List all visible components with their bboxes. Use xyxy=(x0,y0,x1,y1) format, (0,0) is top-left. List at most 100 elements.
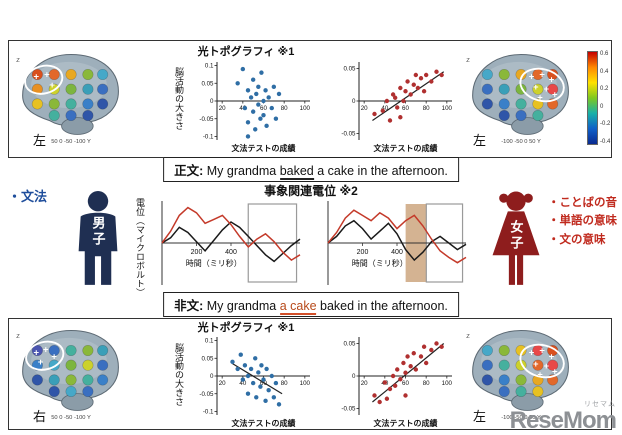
svg-text:+: + xyxy=(43,344,49,355)
boy-silhouette: 男子 xyxy=(50,190,146,292)
svg-text:-0.1: -0.1 xyxy=(203,409,214,416)
svg-text:+: + xyxy=(552,89,558,100)
svg-text:40: 40 xyxy=(381,105,388,112)
svg-text:Z: Z xyxy=(466,58,470,64)
scatter-chart-boys-incorrect: 0.1 0.05 0 -0.05 -0.1 20 40 60 80 100 文法テストの成績 xyxy=(199,337,311,428)
svg-text:-0.05: -0.05 xyxy=(199,116,214,123)
svg-text:Z: Z xyxy=(466,334,470,340)
svg-text:0.05: 0.05 xyxy=(343,341,356,348)
legend-grammar: ・文法 xyxy=(8,189,48,204)
underlined-word: a cake xyxy=(279,299,317,315)
brain-map-bottom-right-box: + + + + + + + Z -100 -50 0 50 Y 左 xyxy=(461,321,581,427)
svg-text:+: + xyxy=(537,93,543,104)
svg-text:+: + xyxy=(537,370,543,381)
svg-text:0.05: 0.05 xyxy=(201,80,214,87)
erp-chart-right: 200 400 時間（ミリ秒） xyxy=(327,201,467,285)
svg-text:-100 -50 0 50 Y: -100 -50 0 50 Y xyxy=(501,415,541,421)
svg-text:60: 60 xyxy=(402,380,409,387)
svg-text:+: + xyxy=(51,352,57,363)
svg-text:-0.05: -0.05 xyxy=(341,131,356,138)
brain-side-label: 左 xyxy=(473,409,487,424)
svg-text:+: + xyxy=(44,69,50,80)
resemom-watermark: リセマム ReseMom xyxy=(509,401,617,434)
colorbar-gradient xyxy=(587,51,598,145)
svg-text:+: + xyxy=(539,69,545,80)
boy-figure-icon xyxy=(78,191,118,285)
svg-text:時間（ミリ秒）: 時間（ミリ秒） xyxy=(186,258,242,268)
girl-label: 女子 xyxy=(508,220,524,252)
svg-text:時間（ミリ秒）: 時間（ミリ秒） xyxy=(352,258,408,268)
svg-text:60: 60 xyxy=(402,105,409,112)
svg-text:80: 80 xyxy=(423,105,430,112)
brain-side-label: 右 xyxy=(33,409,47,424)
topography-title: 光トポグラフィ ※1 xyxy=(197,46,295,58)
svg-text:20: 20 xyxy=(219,380,226,387)
topography-title: 光トポグラフィ ※1 xyxy=(197,322,295,334)
svg-text:0: 0 xyxy=(352,373,356,380)
brain-map-icon: + ++Z50 0 -50 -100 Y xyxy=(16,53,119,145)
watermark-name: ReseMom xyxy=(509,407,617,434)
svg-text:200: 200 xyxy=(357,249,369,256)
erp-ylabel: 電位（マイクロボルト） xyxy=(135,198,145,297)
svg-text:80: 80 xyxy=(423,380,430,387)
scatter-block-boys-incorrect: 光トポグラフィ ※1 脳活動の大きさ 0.1 0.05 0 -0.05 -0.1 20 40… xyxy=(171,319,321,429)
svg-text:60: 60 xyxy=(260,105,267,112)
scatter-chart-girls-correct: 0.05 0 -0.05 20 40 60 80 100 文法テストの成績 xyxy=(341,62,453,153)
svg-text:50 0 -50 -100 Y: 50 0 -50 -100 Y xyxy=(51,415,91,421)
svg-text:-0.05: -0.05 xyxy=(341,406,356,413)
svg-text:+: + xyxy=(529,72,535,83)
svg-text:+: + xyxy=(533,359,539,370)
svg-text:+: + xyxy=(34,348,40,359)
svg-text:0.1: 0.1 xyxy=(205,63,214,70)
incorrect-sentence: 非文: My grandma a cake baked in the after… xyxy=(163,292,459,317)
svg-text:文法テストの成績: 文法テストの成績 xyxy=(374,143,438,153)
sentence-label: 非文: xyxy=(174,299,204,313)
svg-text:+: + xyxy=(552,366,558,377)
svg-text:100: 100 xyxy=(442,380,453,387)
svg-text:0: 0 xyxy=(210,373,214,380)
svg-text:400: 400 xyxy=(225,249,237,256)
svg-text:Z: Z xyxy=(16,58,20,64)
legend-item-sound: ・ことばの音 xyxy=(548,197,617,209)
incorrect-topography-panel: + + + + Z 50 0 -50 -100 Y 右 光トポグラフィ ※1 脳活動の大き… xyxy=(8,318,612,430)
scatter-block-girls-correct: 0.05 0 -0.05 20 40 60 80 100 文法テストの成績 xyxy=(327,43,467,157)
brain-map-bottom-left-box: + + + + Z 50 0 -50 -100 Y 右 xyxy=(11,321,131,427)
watermark-ruby: リセマム xyxy=(584,401,616,408)
girl-silhouette: 女子 xyxy=(476,190,556,292)
svg-text:+: + xyxy=(49,80,55,91)
svg-text:-100 -50 0 50 Y: -100 -50 0 50 Y xyxy=(501,139,541,145)
svg-text:+: + xyxy=(38,357,44,368)
svg-text:+: + xyxy=(533,82,539,93)
scatter-ylabel: 脳活動の大きさ xyxy=(174,343,184,406)
svg-text:0.05: 0.05 xyxy=(343,66,356,73)
colorbar: 0.6 0.4 0.2 0 -0.2 -0.4 xyxy=(587,51,610,145)
scatter-ylabel: 脳活動の大きさ xyxy=(174,67,184,130)
brain-map-icon: + +++Z50 0 -50 -100 Y xyxy=(16,329,119,421)
sentence-post: baked in the afternoon. xyxy=(316,299,448,313)
erp-chart-left: 200 400 時間（ミリ秒） xyxy=(161,201,301,285)
svg-text:+: + xyxy=(549,352,555,363)
svg-text:+: + xyxy=(529,348,535,359)
sentence-post: a cake in the afternoon. xyxy=(313,164,448,178)
svg-text:100: 100 xyxy=(300,380,311,387)
svg-text:文法テストの成績: 文法テストの成績 xyxy=(374,418,438,428)
svg-text:文法テストの成績: 文法テストの成績 xyxy=(232,418,296,428)
erp-chart-left-box: 200 400 時間（ミリ秒） xyxy=(152,196,304,295)
svg-text:20: 20 xyxy=(361,105,368,112)
legend-item-sentence-meaning: ・文の意味 xyxy=(548,233,606,246)
svg-text:Z: Z xyxy=(16,334,20,340)
svg-text:+: + xyxy=(539,345,545,356)
colorbar-ticks: 0.6 0.4 0.2 0 -0.2 -0.4 xyxy=(600,51,611,145)
brain-side-label: 左 xyxy=(473,133,487,148)
sentence-pre: My grandma xyxy=(203,164,280,178)
svg-text:20: 20 xyxy=(219,105,226,112)
correct-topography-panel: + + + Z 50 0 -50 -100 Y 左 光トポグラフィ ※1 脳活動の大きさ… xyxy=(8,40,612,158)
svg-text:0: 0 xyxy=(210,98,214,105)
svg-text:400: 400 xyxy=(391,249,403,256)
erp-title: 事象関連電位 ※2 xyxy=(264,184,358,198)
correct-sentence: 正文: My grandma baked a cake in the after… xyxy=(163,157,459,182)
